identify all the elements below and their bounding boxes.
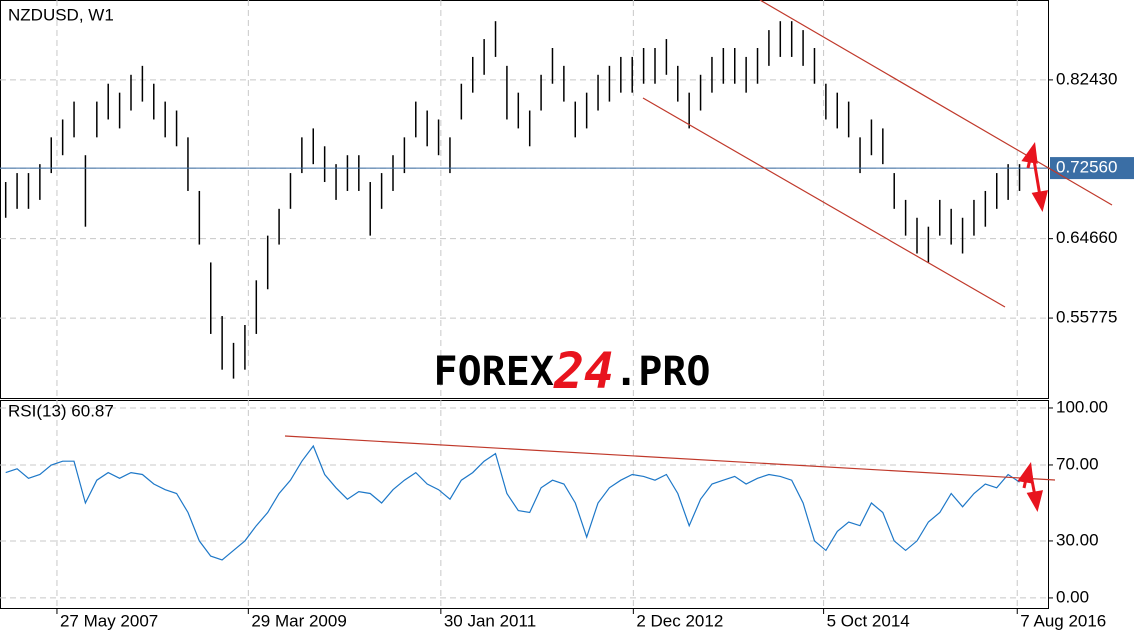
price-panel [0,0,1049,399]
rsi-panel [0,400,1049,609]
grid: 0.557750.646600.725450.824300.0030.0070.… [0,0,1117,630]
x-tick-label: 29 Mar 2009 [251,611,346,630]
y-tick-label: 30.00 [1056,530,1099,549]
trend-line [759,0,1113,206]
watermark-part: 24 [553,342,614,400]
y-tick-label: 0.55775 [1056,308,1117,327]
trend-line [284,435,1056,481]
arrows [1017,142,1049,512]
x-tick-label: 5 Oct 2014 [827,611,910,630]
x-tick-label: 7 Aug 2016 [1020,611,1106,630]
y-tick-label: 100.00 [1056,397,1108,416]
current-price-box [1050,157,1134,180]
y-tick-label: 0.00 [1056,587,1089,606]
marks: 0.72560 [0,21,1134,561]
trend-line [642,97,1006,308]
watermark-part: .PRO [614,349,710,395]
watermark: FOREX24.PRO [434,342,711,400]
watermark-part: FOREX [434,349,554,395]
chart-title: NZDUSD, W1 [8,5,114,24]
rsi-title: RSI(13) 60.87 [8,401,114,420]
x-tick-label: 2 Dec 2012 [636,611,723,630]
y-tick-label: 70.00 [1056,454,1099,473]
rsi-line [5,444,1020,561]
y-tick-label: 0.82430 [1056,69,1117,88]
x-tick-label: 27 May 2007 [60,611,158,630]
x-tick-label: 30 Jan 2011 [444,611,536,630]
y-tick-label: 0.64660 [1056,228,1117,247]
current-price-label: 0.72560 [1056,158,1117,177]
